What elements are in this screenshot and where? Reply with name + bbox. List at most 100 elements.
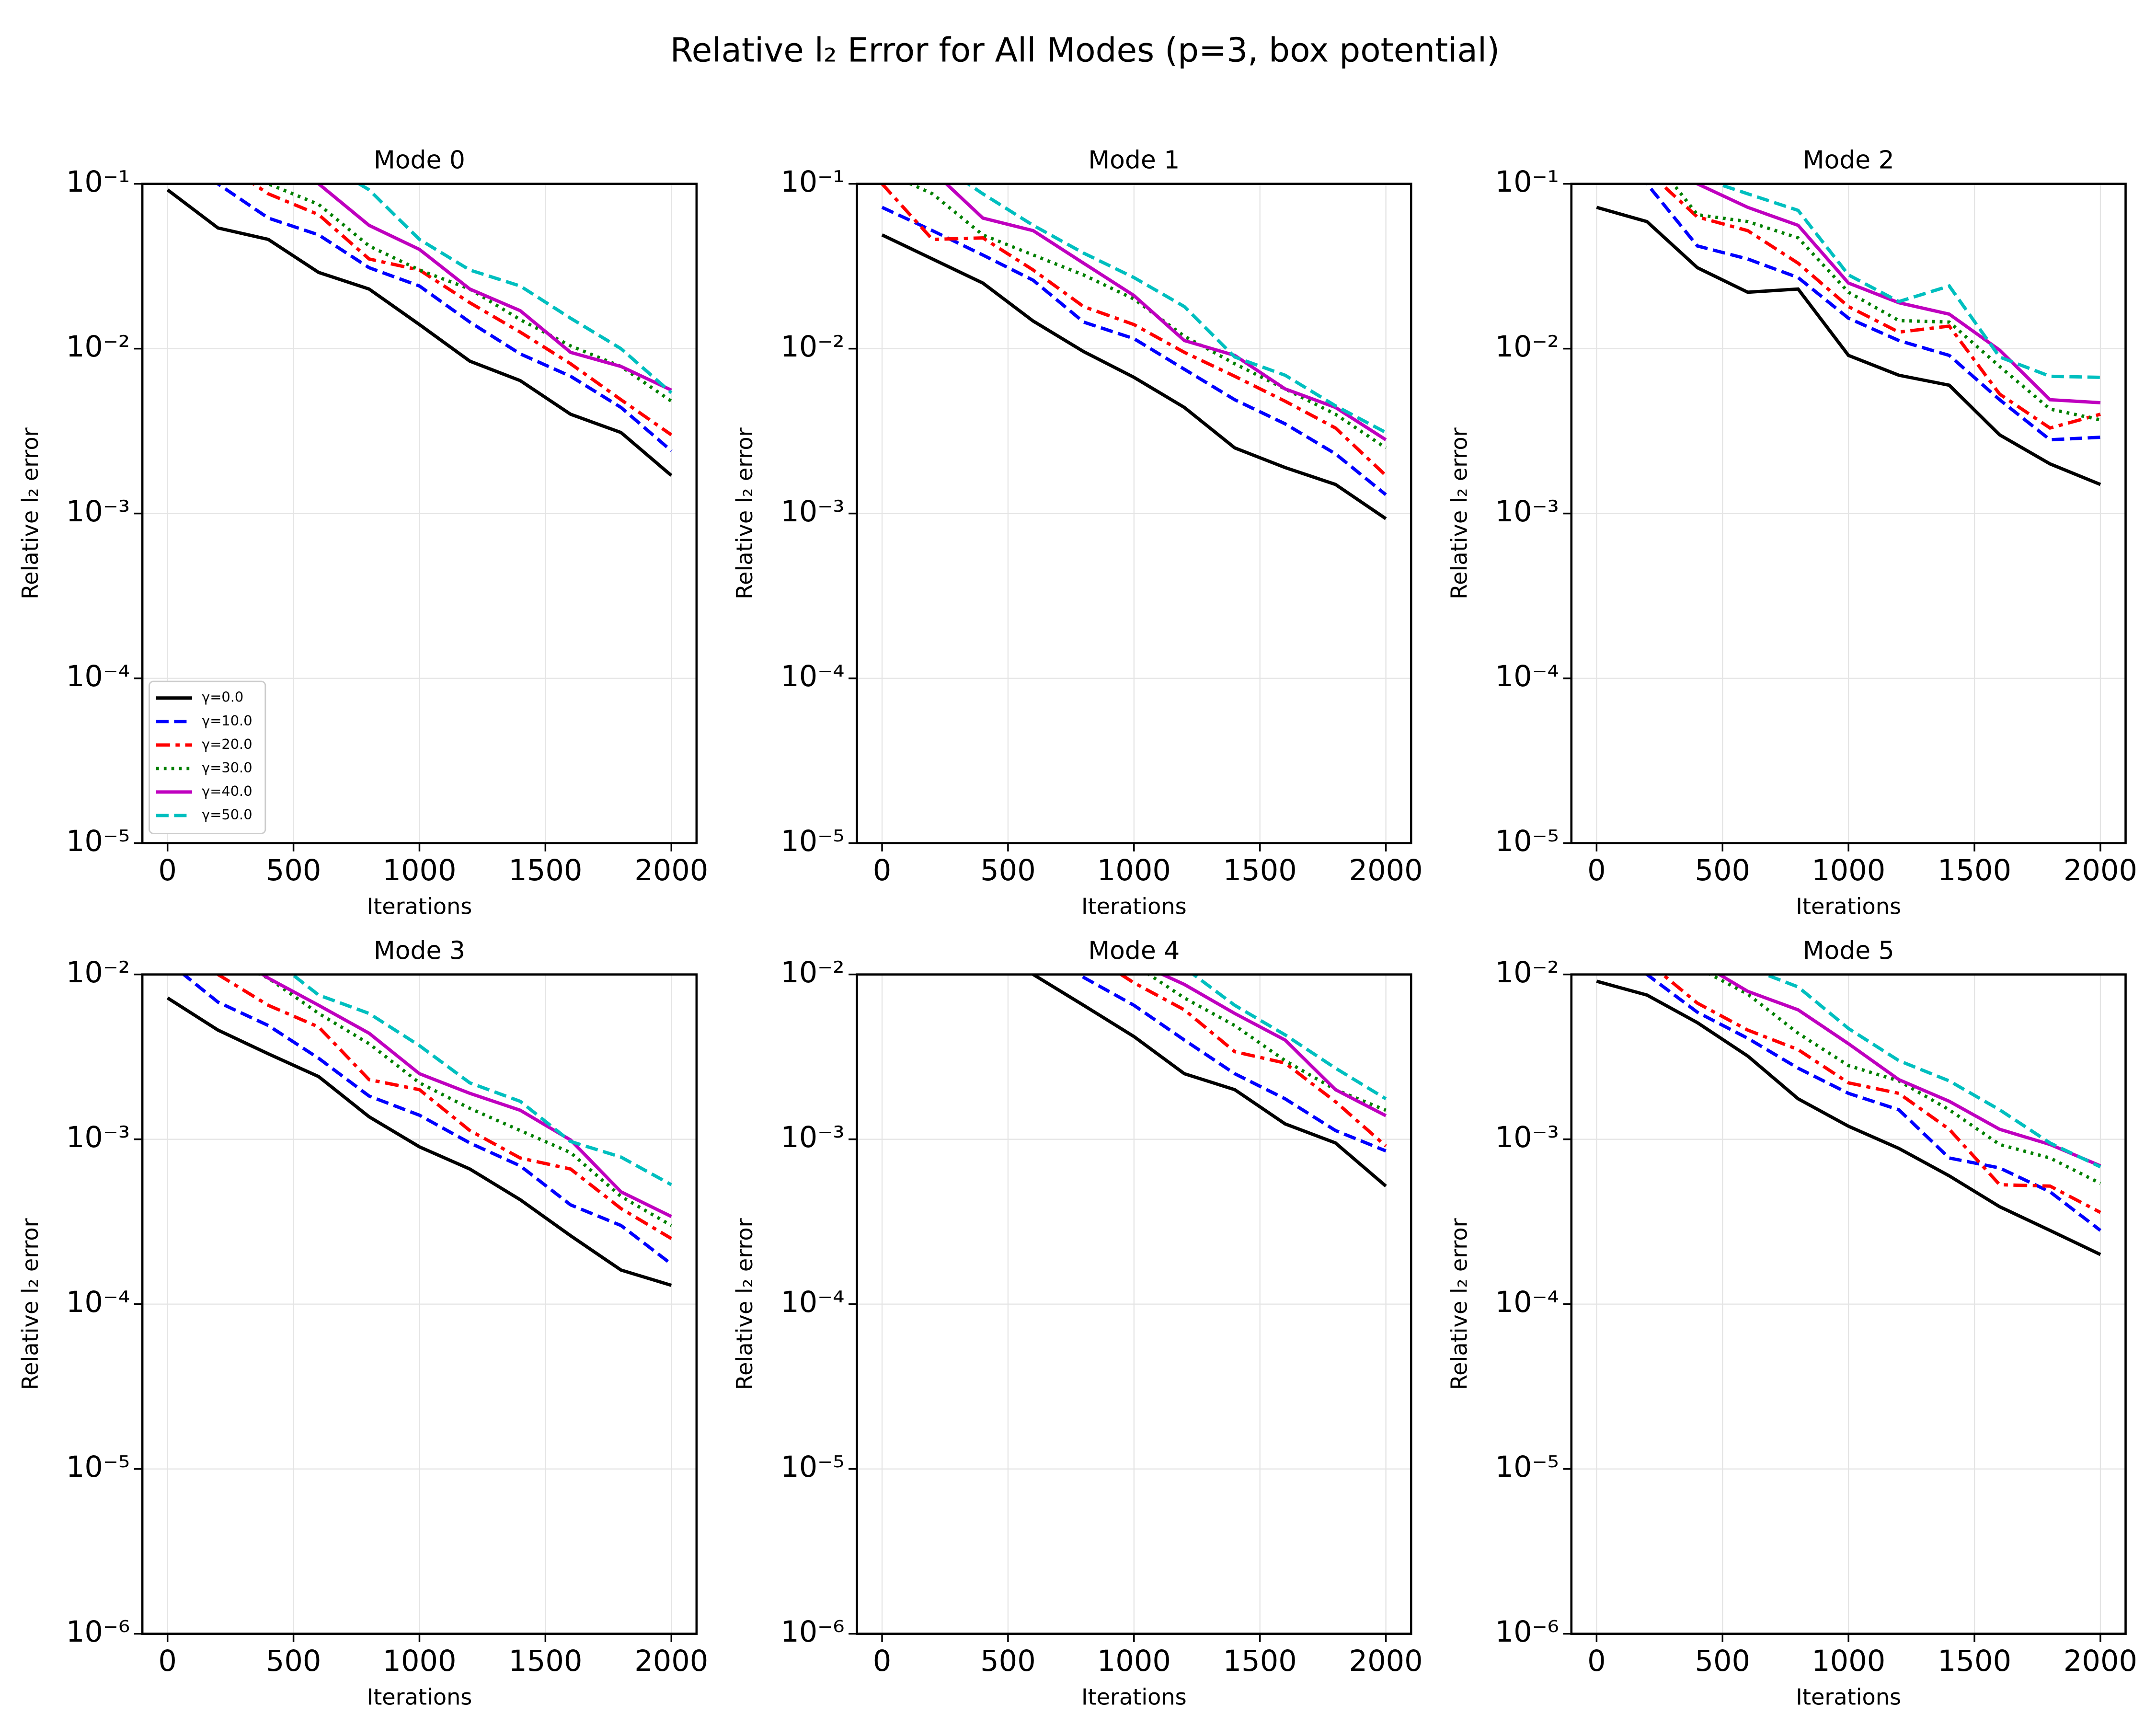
subplot-title: Mode 3 [374, 937, 465, 966]
x-tick-label: 1000 [1812, 1644, 1885, 1678]
y-tick-label: 10⁻² [1495, 330, 1559, 364]
x-tick-label: 500 [1695, 854, 1750, 887]
y-tick-label: 10⁻⁴ [66, 660, 130, 693]
y-tick-label: 10⁻⁵ [1495, 825, 1559, 858]
x-tick-label: 2000 [634, 854, 708, 887]
x-tick-label: 500 [1695, 1644, 1750, 1678]
subplot: 10⁻⁶ 10⁻⁵ 10⁻⁴ 10⁻³ 10⁻² 0 500 1000 1500 2000 Mode… [732, 937, 1422, 1710]
subplot-title: Mode 5 [1803, 937, 1894, 966]
y-axis-label: Relative l₂ error [17, 427, 43, 599]
subplot-title: Mode 1 [1088, 146, 1180, 175]
x-tick-label: 0 [1587, 854, 1606, 887]
series-line [881, 233, 1387, 520]
series-line [356, 184, 673, 394]
x-axis-label: Iterations [367, 894, 472, 920]
x-tick-label: 1500 [508, 854, 582, 887]
y-tick-label: 10⁻¹ [66, 165, 130, 199]
subplot: 10⁻⁶ 10⁻⁵ 10⁻⁴ 10⁻³ 10⁻² 0 500 1000 1500 2000 Mode… [1446, 937, 2137, 1710]
x-tick-label: 1500 [1223, 1644, 1297, 1678]
series-line [1596, 206, 2101, 486]
x-tick-label: 500 [980, 1644, 1036, 1678]
series-line [1761, 974, 2101, 1169]
series-line [1671, 184, 2101, 422]
y-tick-label: 10⁻¹ [1495, 165, 1559, 199]
series-line [1191, 974, 1387, 1101]
y-tick-label: 10⁻³ [1495, 1121, 1559, 1154]
y-tick-label: 10⁻² [66, 330, 130, 364]
y-axis-label: Relative l₂ error [732, 427, 757, 599]
series-line [166, 996, 672, 1287]
legend-label: γ=40.0 [202, 783, 252, 799]
plot-frame [856, 183, 1412, 844]
x-tick-label: 0 [158, 854, 177, 887]
legend-label: γ=30.0 [202, 759, 252, 776]
x-axis-label: Iterations [1081, 894, 1187, 920]
series-line [1707, 974, 2101, 1185]
x-axis-label: Iterations [1796, 894, 1901, 920]
y-tick-label: 10⁻³ [1495, 495, 1559, 529]
subplot: 10⁻⁵ 10⁻⁴ 10⁻³ 10⁻² 10⁻¹ 0 500 1000 1500 2000 Mode… [17, 146, 708, 920]
series-line [1716, 974, 2101, 1168]
x-tick-label: 1000 [382, 1644, 456, 1678]
series-line [1659, 184, 2101, 430]
series-line [881, 206, 1387, 496]
subplot-title: Mode 2 [1803, 146, 1894, 175]
series-line [1118, 974, 1387, 1148]
x-tick-label: 2000 [2064, 1644, 2137, 1678]
x-tick-label: 0 [158, 1644, 177, 1678]
series-line [1077, 974, 1387, 1153]
plot-frame [1570, 183, 2127, 844]
x-tick-label: 1000 [1097, 854, 1171, 887]
x-axis-label: Iterations [367, 1684, 472, 1710]
y-tick-label: 10⁻² [780, 330, 844, 364]
series-line [965, 184, 1387, 434]
x-tick-label: 500 [980, 854, 1036, 887]
plot-frame [141, 973, 698, 1635]
y-tick-label: 10⁻² [66, 956, 130, 989]
series-line [214, 974, 673, 1240]
legend-label: γ=20.0 [202, 736, 252, 752]
x-tick-label: 2000 [634, 1644, 708, 1678]
y-tick-label: 10⁻¹ [780, 165, 844, 199]
y-tick-label: 10⁻³ [66, 1121, 130, 1154]
y-axis-label: Relative l₂ error [732, 1218, 757, 1390]
plot-frame [856, 973, 1412, 1635]
y-tick-label: 10⁻⁵ [1495, 1450, 1559, 1484]
x-tick-label: 1000 [1812, 854, 1885, 887]
series-line [1643, 974, 2102, 1232]
y-axis-label: Relative l₂ error [1446, 427, 1472, 599]
series-line [881, 184, 1387, 477]
legend-label: γ=50.0 [202, 806, 252, 823]
series-line [315, 184, 672, 392]
subplot: 10⁻⁶ 10⁻⁵ 10⁻⁴ 10⁻³ 10⁻² 0 500 1000 1500 2000 Mode… [17, 937, 708, 1710]
subplot-title: Mode 0 [374, 146, 465, 175]
x-tick-label: 0 [873, 1644, 892, 1678]
x-tick-label: 1500 [1223, 854, 1297, 887]
subplot: 10⁻⁵ 10⁻⁴ 10⁻³ 10⁻² 10⁻¹ 0 500 1000 1500 2000 Mode… [1446, 146, 2137, 920]
x-tick-label: 1500 [1938, 854, 2011, 887]
y-tick-label: 10⁻² [1495, 956, 1559, 989]
series-line [251, 184, 673, 437]
plot-frame [141, 183, 698, 844]
x-tick-label: 500 [266, 1644, 321, 1678]
y-tick-label: 10⁻⁵ [780, 1450, 844, 1484]
subplot-title: Mode 4 [1088, 937, 1180, 966]
x-tick-label: 1500 [1938, 1644, 2011, 1678]
series-line [259, 974, 672, 1218]
series-line [1146, 974, 1387, 1112]
y-tick-label: 10⁻⁶ [66, 1615, 130, 1649]
legend-label: γ=0.0 [202, 689, 243, 705]
series-line [944, 184, 1387, 441]
series-line [906, 184, 1387, 449]
x-tick-label: 1000 [382, 854, 456, 887]
y-tick-label: 10⁻⁵ [66, 1450, 130, 1484]
y-tick-label: 10⁻² [780, 956, 844, 989]
series-line [166, 188, 673, 477]
legend-box [149, 680, 266, 834]
series-line [1596, 979, 2101, 1256]
y-tick-label: 10⁻⁴ [66, 1286, 130, 1319]
y-tick-label: 10⁻³ [780, 495, 844, 529]
y-tick-label: 10⁻⁵ [780, 825, 844, 858]
y-tick-label: 10⁻⁴ [780, 660, 844, 693]
